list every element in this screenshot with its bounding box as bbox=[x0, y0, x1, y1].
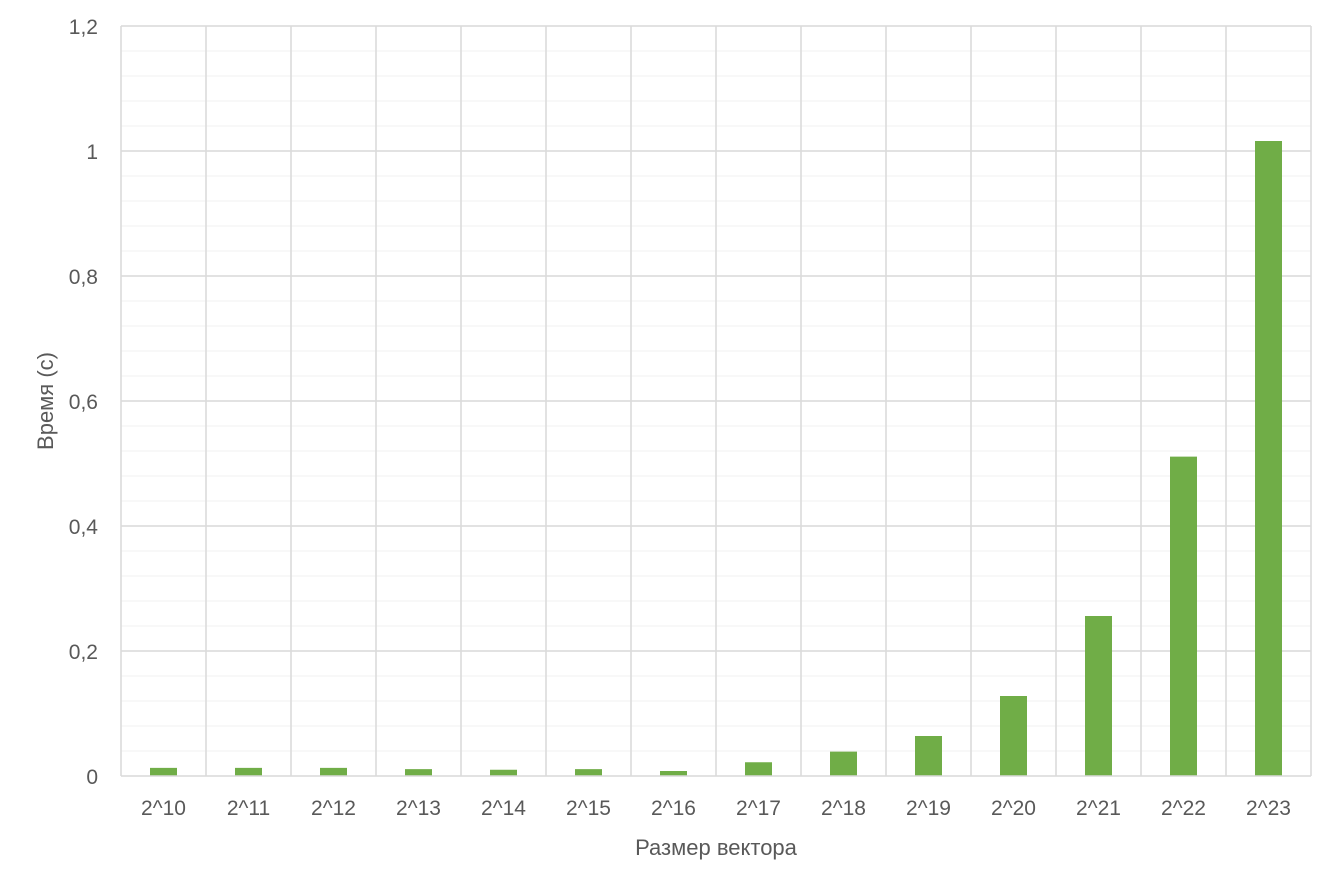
x-tick-label: 2^20 bbox=[991, 797, 1036, 820]
bar bbox=[320, 767, 347, 776]
bar bbox=[1000, 696, 1027, 776]
y-axis-title: Время (с) bbox=[33, 352, 58, 450]
x-tick-label: 2^18 bbox=[821, 797, 866, 820]
bar bbox=[745, 762, 772, 776]
bar bbox=[1170, 456, 1197, 776]
x-tick-label: 2^16 bbox=[651, 797, 696, 820]
bar bbox=[235, 767, 262, 776]
bar bbox=[150, 767, 177, 776]
y-axis-tick-labels: 0 0,2 0,4 0,6 0,8 1 1,2 bbox=[69, 16, 99, 789]
y-tick-label: 0 bbox=[86, 766, 98, 789]
x-tick-label: 2^15 bbox=[566, 797, 611, 820]
bar bbox=[575, 769, 602, 776]
y-tick-label: 1,2 bbox=[69, 16, 98, 39]
x-axis-tick-labels: 2^10 2^11 2^12 2^13 2^14 2^15 2^16 2^17 2^18 2^19… bbox=[141, 797, 1291, 820]
y-tick-label: 0,4 bbox=[69, 516, 99, 539]
x-tick-label: 2^19 bbox=[906, 797, 951, 820]
x-tick-label: 2^11 bbox=[227, 797, 270, 820]
x-tick-label: 2^22 bbox=[1161, 797, 1206, 820]
x-tick-label: 2^12 bbox=[311, 797, 356, 820]
bar bbox=[915, 736, 942, 776]
x-tick-label: 2^21 bbox=[1076, 797, 1121, 820]
x-tick-label: 2^23 bbox=[1246, 797, 1291, 820]
bar bbox=[660, 771, 687, 776]
y-tick-label: 0,6 bbox=[69, 391, 98, 414]
bar bbox=[405, 769, 432, 776]
bar bbox=[830, 751, 857, 776]
x-tick-label: 2^17 bbox=[736, 797, 781, 820]
x-tick-label: 2^13 bbox=[396, 797, 441, 820]
y-tick-label: 1 bbox=[86, 141, 98, 164]
bar bbox=[1085, 616, 1112, 776]
bar bbox=[1255, 141, 1282, 776]
vertical-gridlines bbox=[120, 26, 1312, 776]
x-tick-label: 2^10 bbox=[141, 797, 186, 820]
x-axis-title: Размер вектора bbox=[635, 835, 798, 860]
bar-series bbox=[150, 141, 1282, 776]
y-tick-label: 0,8 bbox=[69, 266, 98, 289]
x-tick-label: 2^14 bbox=[481, 797, 526, 820]
bar bbox=[490, 769, 517, 776]
y-tick-label: 0,2 bbox=[69, 641, 98, 664]
